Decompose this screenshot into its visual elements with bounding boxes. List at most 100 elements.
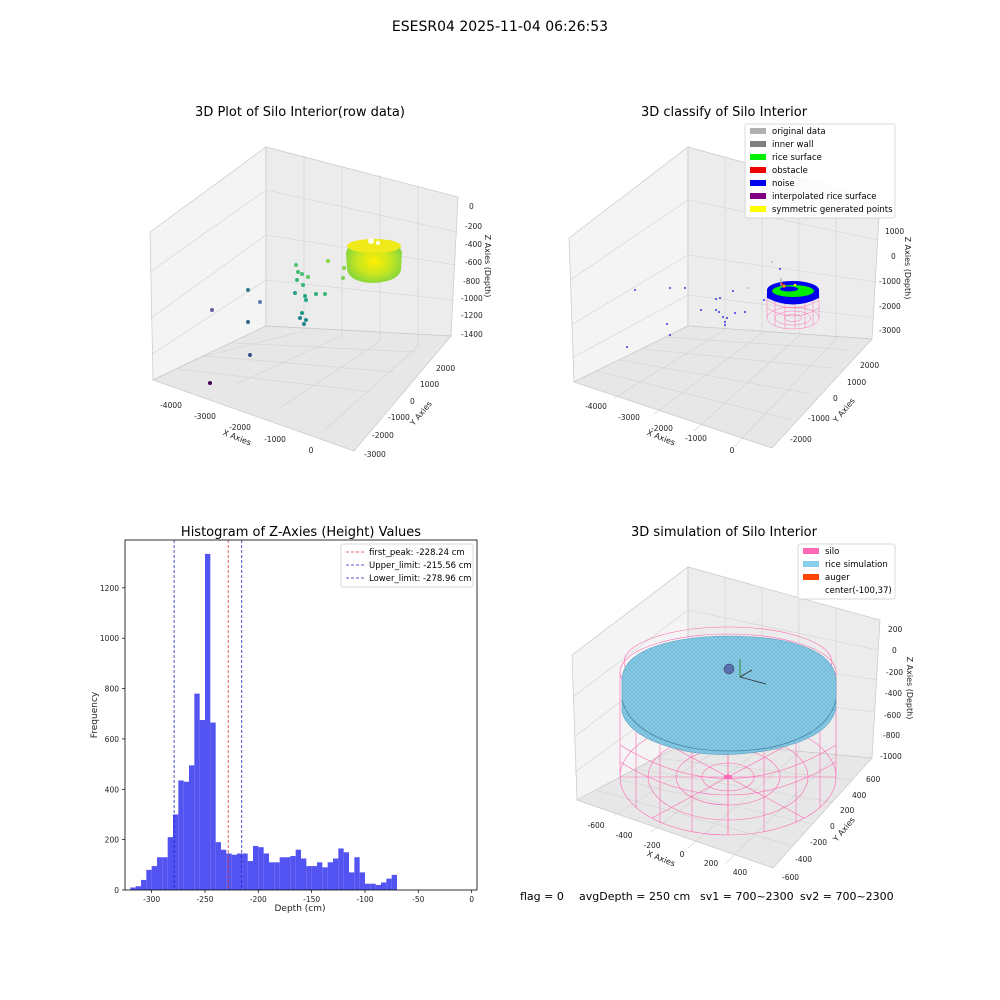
legend-label: Lower_limit: -278.96 cm — [369, 574, 471, 584]
histogram-bar — [349, 872, 355, 890]
legend-label: silo — [825, 547, 839, 557]
histogram-bar — [263, 853, 269, 890]
tick-label: -2000 — [372, 431, 394, 440]
noise-point — [634, 289, 636, 291]
x-tick-label: -50 — [412, 895, 424, 904]
tick-label: 200 — [704, 859, 719, 868]
histogram-bar — [199, 720, 205, 890]
noise-point — [669, 287, 671, 289]
data-point — [296, 270, 300, 274]
noise-point — [684, 287, 686, 289]
histogram-bar — [317, 862, 323, 890]
data-point — [246, 288, 250, 292]
tick-label: 2000 — [436, 364, 455, 373]
histogram-bars — [130, 553, 397, 890]
tick-label: -400 — [795, 855, 812, 864]
tick-label: -200 — [465, 222, 482, 231]
histogram-bar — [141, 879, 147, 890]
tick-label: -1000 — [388, 413, 410, 422]
x-ticks: -300 -250 -200 -150 -100 -50 0 — [143, 890, 474, 904]
z-axis: 1000 0 -1000 -2000 -3000 Z Axies (Depth) — [879, 227, 912, 335]
tick-label: -400 — [615, 831, 632, 840]
tick-label: -400 — [885, 689, 902, 698]
histogram-bar — [221, 849, 227, 890]
tick-label: -1400 — [461, 330, 483, 339]
data-point — [304, 318, 308, 322]
legend-swatch — [750, 193, 766, 199]
tick-label: -2000 — [879, 302, 901, 311]
panel2-title: 3D classify of Silo Interior — [641, 105, 808, 120]
tick-label: -600 — [884, 711, 901, 720]
tick-label: -200 — [643, 841, 660, 850]
x-axis-label: X Axies — [646, 849, 677, 868]
tick-label: -1000 — [685, 434, 707, 443]
histogram-bar — [306, 866, 312, 890]
legend-frame — [340, 543, 474, 588]
histogram-bar — [370, 883, 376, 890]
tick-label: -1000 — [880, 752, 902, 761]
y-tick-label: 1000 — [100, 634, 119, 643]
data-point — [258, 300, 262, 304]
histogram-bar — [311, 866, 317, 890]
tick-label: 0 — [833, 394, 838, 403]
tick-label: -1000 — [264, 435, 286, 444]
histogram-bar — [242, 853, 248, 890]
legend-swatch — [750, 167, 766, 173]
noise-point — [719, 297, 721, 299]
tick-label: 1000 — [885, 227, 904, 236]
legend-label: rice surface — [772, 153, 822, 163]
noise-point — [669, 334, 671, 336]
histogram-bar — [135, 886, 141, 890]
tick-label: -2000 — [790, 435, 812, 444]
tick-label: -400 — [465, 240, 482, 249]
tick-label: -3000 — [194, 412, 216, 421]
tick-label: 0 — [680, 850, 685, 859]
noise-point — [722, 316, 724, 318]
noise-point — [715, 298, 717, 300]
y-tick-label: 1200 — [100, 584, 119, 593]
plot-area — [124, 539, 478, 891]
y-tick-label: 600 — [105, 735, 120, 744]
histogram-bar — [215, 842, 221, 890]
data-point — [294, 263, 298, 267]
histogram-bar — [279, 857, 285, 890]
data-point — [208, 381, 212, 385]
pane-floor — [576, 740, 873, 869]
tick-label: -1200 — [461, 311, 483, 320]
noise-point — [726, 317, 728, 319]
data-point — [301, 283, 305, 287]
legend-swatch — [750, 206, 766, 212]
z-axis: 0 -200 -400 -600 -800 -1000 -1200 -1400 … — [461, 202, 492, 339]
noise-point — [779, 268, 781, 270]
histogram-bar — [226, 853, 232, 890]
noise-point — [732, 290, 734, 292]
x-tick-label: -100 — [356, 895, 373, 904]
tick-label: -3000 — [618, 413, 640, 422]
data-point — [293, 291, 297, 295]
pane-floor — [573, 325, 873, 449]
tick-label: 1000 — [420, 380, 439, 389]
y-tick-label: 0 — [114, 886, 119, 895]
x-tick-label: -250 — [196, 895, 213, 904]
histogram-bar — [247, 861, 253, 890]
histogram-bar — [146, 869, 152, 890]
panel1-title: 3D Plot of Silo Interior(row data) — [195, 105, 405, 120]
legend-histogram: first_peak: -228.24 cm Upper_limit: -215… — [340, 543, 474, 588]
tick-label: -600 — [587, 821, 604, 830]
tick-label: -800 — [883, 731, 900, 740]
histogram-bar — [375, 884, 381, 890]
histogram-bar — [359, 872, 365, 890]
figure-title: ESESR04 2025-11-04 06:26:53 — [392, 19, 608, 35]
histogram-bar — [194, 693, 200, 890]
histogram-bar — [157, 857, 163, 890]
histogram-bar — [258, 847, 264, 890]
legend-label: original data — [772, 127, 826, 137]
histogram-bar — [354, 857, 360, 890]
histogram-bar — [391, 874, 397, 890]
noise-point — [626, 346, 628, 348]
histogram-bar — [301, 858, 307, 890]
tick-label: -1000 — [879, 277, 901, 286]
tick-label: -3000 — [364, 450, 386, 459]
sv2-text: sv2 = 700~2300 — [800, 890, 894, 903]
data-point — [300, 272, 304, 276]
